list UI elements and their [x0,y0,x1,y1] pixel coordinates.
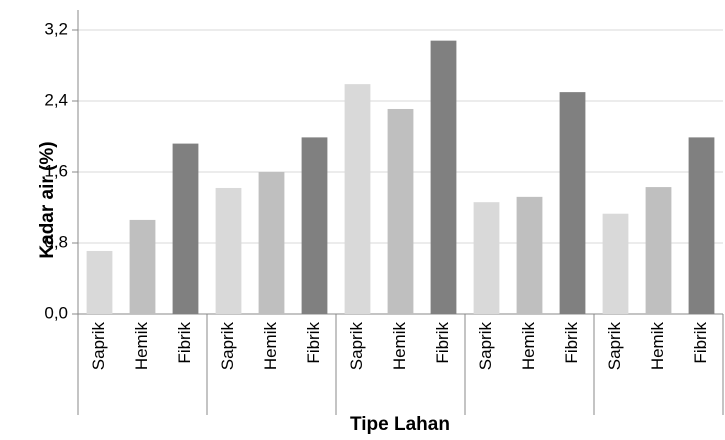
x-tick-label: Saprik [218,322,237,371]
x-tick-label: Hemik [648,322,667,371]
y-tick-label: 0,8 [44,232,68,251]
x-tick-label: Hemik [261,322,280,371]
bar [172,143,199,314]
bar [301,137,328,314]
bar [516,196,543,314]
x-tick-label: Fibrik [691,322,710,364]
x-axis-title: Tipe Lahan [350,414,450,435]
x-tick-label: Saprik [605,322,624,371]
y-tick-label: 3,2 [44,19,68,38]
bar [344,84,371,314]
x-tick-label: Hemik [132,322,151,371]
bar [473,202,500,314]
x-tick-label: Saprik [89,322,108,371]
x-tick-label: Fibrik [175,322,194,364]
bar [645,187,672,314]
bar [602,213,629,314]
bar [559,92,586,314]
bar [215,187,242,314]
x-tick-label: Fibrik [433,322,452,364]
x-tick-label: Saprik [476,322,495,371]
x-tick-label: Hemik [390,322,409,371]
y-tick-label: 2,4 [44,90,68,109]
bar [86,250,113,314]
bar [258,172,285,314]
x-tick-label: Hemik [519,322,538,371]
bar [129,219,156,314]
bar [430,40,457,315]
x-tick-label: Fibrik [304,322,323,364]
y-tick-label: 0,0 [44,303,68,322]
y-axis-title: Kadar air (%) [37,141,58,258]
x-tick-label: Fibrik [562,322,581,364]
x-tick-label: Saprik [347,322,366,371]
bar [688,137,715,314]
y-tick-label: 1,6 [44,161,68,180]
bar [387,108,414,314]
